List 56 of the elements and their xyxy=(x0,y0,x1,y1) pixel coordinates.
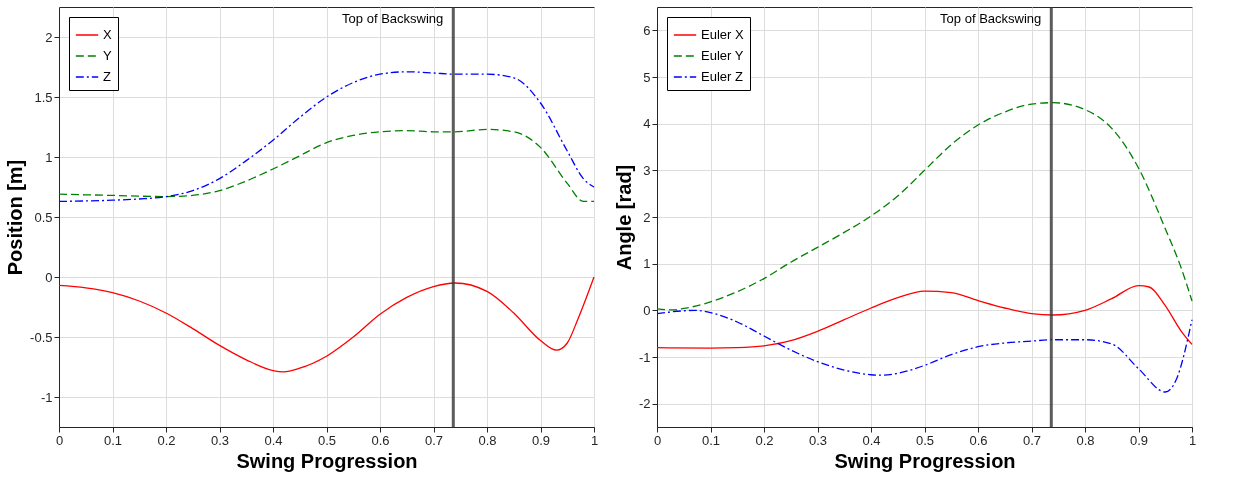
y-tick-label: -0.5 xyxy=(30,329,53,345)
y-tick-label: 5 xyxy=(643,69,651,85)
x-tick-label: 0.5 xyxy=(915,432,935,448)
y-tick-label: 1.5 xyxy=(34,89,53,105)
legend-label: Euler Z xyxy=(701,69,743,84)
x-tick-label: 0.3 xyxy=(808,432,828,448)
line-series xyxy=(656,309,1193,393)
line-series xyxy=(58,71,595,203)
y-tick-label: 0 xyxy=(643,302,651,318)
x-tick-label: 0.8 xyxy=(478,432,497,448)
legend-label: Z xyxy=(103,69,111,84)
x-tick-label: 0.7 xyxy=(424,432,444,448)
y-tick-label: 0 xyxy=(45,269,53,285)
x-axis-title: Swing Progression xyxy=(236,449,418,472)
x-tick-label: 0.2 xyxy=(157,432,176,448)
x-tick-label: 0.8 xyxy=(1076,432,1095,448)
line-series xyxy=(656,102,1193,311)
x-axis-title: Swing Progression xyxy=(834,449,1016,472)
x-tick-label: 0.5 xyxy=(317,432,337,448)
x-tick-label: 0.3 xyxy=(210,432,230,448)
legend-label: X xyxy=(103,27,112,42)
y-tick-label: 3 xyxy=(643,162,651,178)
y-tick-label: 1 xyxy=(643,256,651,272)
x-tick-label: 0.6 xyxy=(371,432,390,448)
x-tick-label: 0 xyxy=(653,432,662,448)
ref-line-label: Top of Backswing xyxy=(342,11,444,26)
y-tick-label: 2 xyxy=(45,29,53,45)
legend-label: Y xyxy=(103,48,112,63)
line-series xyxy=(656,284,1193,349)
x-tick-label: 1 xyxy=(590,432,599,448)
ref-line-label: Top of Backswing xyxy=(940,11,1042,26)
x-tick-label: 1 xyxy=(1188,432,1197,448)
x-tick-label: 0.6 xyxy=(969,432,988,448)
x-tick-label: 0.9 xyxy=(531,432,551,448)
x-tick-label: 0.4 xyxy=(862,432,881,448)
legend-label: Euler X xyxy=(701,27,744,42)
y-tick-label: 0.5 xyxy=(34,209,53,225)
y-tick-label: -2 xyxy=(638,396,651,412)
line-series xyxy=(58,276,595,373)
x-tick-label: 0 xyxy=(55,432,64,448)
y-tick-label: -1 xyxy=(40,389,53,405)
x-tick-label: 0.9 xyxy=(1129,432,1149,448)
x-tick-label: 0.1 xyxy=(701,432,721,448)
y-axis-title: Position [m] xyxy=(4,159,27,276)
legend-label: Euler Y xyxy=(701,48,744,63)
line-series xyxy=(58,128,595,203)
y-axis-title: Angle [rad] xyxy=(612,164,635,271)
y-tick-label: 6 xyxy=(643,22,651,38)
x-tick-label: 0.4 xyxy=(264,432,283,448)
x-tick-label: 0.1 xyxy=(103,432,123,448)
x-tick-label: 0.7 xyxy=(1022,432,1042,448)
y-tick-label: 4 xyxy=(643,116,651,132)
x-tick-label: 0.2 xyxy=(755,432,774,448)
y-tick-label: 1 xyxy=(45,149,53,165)
y-tick-label: 2 xyxy=(643,209,651,225)
y-tick-label: -1 xyxy=(638,349,651,365)
